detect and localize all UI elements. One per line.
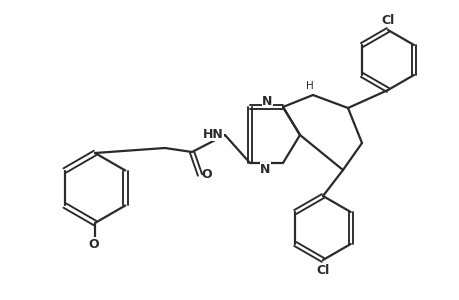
- Text: HN: HN: [202, 128, 223, 140]
- Text: O: O: [201, 169, 212, 182]
- Text: N: N: [260, 163, 270, 176]
- Text: Cl: Cl: [316, 263, 329, 277]
- Text: O: O: [89, 238, 99, 250]
- Text: N: N: [262, 94, 272, 107]
- Text: H: H: [305, 81, 313, 91]
- Text: Cl: Cl: [381, 14, 394, 26]
